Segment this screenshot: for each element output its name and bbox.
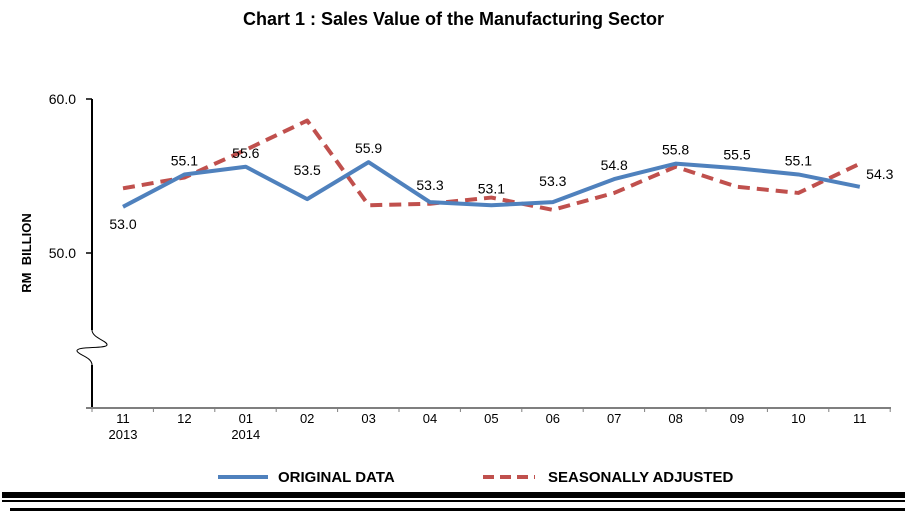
x-tick-label: 09 [730, 411, 744, 426]
data-label: 53.3 [539, 173, 566, 189]
data-label: 55.5 [723, 146, 750, 162]
axes: 60.0 50.0 RM BILLION 11 12 01 02 03 04 05 06 07 08 09… [19, 91, 891, 442]
x-tick-label: 01 [239, 411, 253, 426]
data-label: 53.0 [109, 216, 136, 232]
x-tick-label: 07 [607, 411, 621, 426]
y-tick-label: 60.0 [49, 91, 76, 107]
x-tick-label: 02 [300, 411, 314, 426]
legend: ORIGINAL DATA SEASONALLY ADJUSTED [218, 469, 733, 486]
data-label: 55.9 [355, 140, 382, 156]
footer-rule-thick [2, 492, 905, 498]
x-tick-label: 11 [116, 411, 130, 426]
y-tick-label: 50.0 [49, 245, 76, 261]
series-seasonally-adjusted-line [122, 118, 861, 212]
data-labels: 53.0 55.1 55.6 53.5 55.9 53.3 53.1 53.3 54.8 55.8… [109, 140, 893, 232]
y-axis-label: RM BILLION [19, 213, 34, 292]
x-tick-label: 05 [484, 411, 498, 426]
legend-item-seasonally-adjusted: SEASONALLY ADJUSTED [483, 469, 733, 486]
data-label: 54.3 [866, 166, 893, 182]
axis-break-symbol [76, 329, 108, 366]
x-tick-label: 12 [177, 411, 191, 426]
series-lines [122, 118, 861, 212]
data-label: 55.6 [232, 145, 259, 161]
legend-label: SEASONALLY ADJUSTED [548, 469, 733, 486]
data-label: 53.3 [416, 177, 443, 193]
legend-item-original-data: ORIGINAL DATA [218, 469, 395, 486]
footer-rule-bottom [10, 508, 905, 511]
data-label: 54.8 [601, 157, 628, 173]
x-year-label: 2014 [231, 427, 260, 442]
x-tick-label: 03 [361, 411, 375, 426]
chart-title: Chart 1 : Sales Value of the Manufacturi… [242, 9, 665, 29]
x-year-label: 2013 [109, 427, 138, 442]
data-label: 55.1 [171, 152, 198, 168]
x-tick-label: 10 [791, 411, 805, 426]
footer-rules [2, 492, 905, 511]
data-label: 53.1 [478, 180, 505, 196]
x-tick-label: 06 [546, 411, 560, 426]
footer-rule-thin [2, 500, 905, 502]
x-tick-label: 11 [853, 411, 867, 426]
data-label: 55.8 [662, 142, 689, 158]
data-label: 53.5 [294, 162, 321, 178]
data-label: 55.1 [785, 152, 812, 168]
x-tick-label: 08 [668, 411, 682, 426]
legend-label: ORIGINAL DATA [278, 469, 395, 486]
x-tick-label: 04 [423, 411, 437, 426]
